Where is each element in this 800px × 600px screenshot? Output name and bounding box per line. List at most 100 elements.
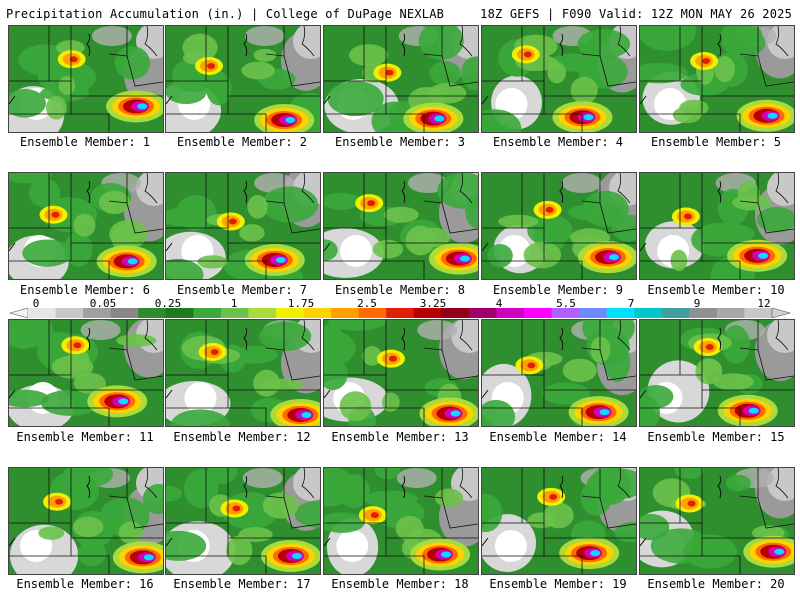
colorbar-swatch — [661, 308, 690, 318]
ensemble-member-label: Ensemble Member: 3 — [334, 135, 466, 149]
colorbar-tick-label: 12 — [757, 297, 771, 310]
ensemble-map-panel — [639, 25, 795, 133]
ensemble-map-panel — [639, 319, 795, 427]
model-valid-time: 18Z GEFS | F090 Valid: 12Z MON MAY 26 20… — [480, 7, 792, 21]
precip-map — [640, 173, 794, 279]
colorbar-swatch — [28, 308, 56, 318]
ensemble-member-label: Ensemble Member: 9 — [492, 283, 624, 297]
ensemble-map-panel — [481, 319, 637, 427]
ensemble-map-panel — [481, 25, 637, 133]
colorbar-swatch — [165, 308, 194, 318]
colorbar-swatch — [138, 308, 167, 318]
colorbar-swatch — [579, 308, 608, 318]
precip-map — [9, 468, 163, 574]
ensemble-map-panel — [165, 467, 321, 575]
colorbar-swatch — [220, 308, 249, 318]
ensemble-map-panel — [165, 25, 321, 133]
precip-map — [640, 468, 794, 574]
precip-map — [166, 173, 320, 279]
colorbar-swatch — [413, 308, 442, 318]
colorbar-swatch — [524, 308, 552, 318]
ensemble-map-panel — [639, 467, 795, 575]
colorbar-tick-label: 4 — [495, 297, 503, 310]
colorbar-tick-label: 2.5 — [357, 297, 377, 310]
ensemble-map-panel — [323, 172, 479, 280]
precip-map — [324, 26, 478, 132]
precip-map — [482, 468, 636, 574]
ensemble-map-panel — [8, 467, 164, 575]
precip-map — [324, 320, 478, 426]
ensemble-member-label: Ensemble Member: 18 — [331, 577, 469, 591]
ensemble-map-panel — [481, 172, 637, 280]
colorbar-swatch — [386, 308, 415, 318]
ensemble-member-label: Ensemble Member: 2 — [176, 135, 308, 149]
precip-map — [324, 468, 478, 574]
ensemble-member-label: Ensemble Member: 13 — [331, 430, 469, 444]
ensemble-map-panel — [323, 319, 479, 427]
ensemble-map-panel — [8, 319, 164, 427]
precip-map — [166, 468, 320, 574]
colorbar-swatch — [248, 308, 277, 318]
precip-map — [324, 173, 478, 279]
ensemble-map-panel — [639, 172, 795, 280]
colorbar-tick-label: 0.25 — [154, 297, 182, 310]
precip-map — [482, 173, 636, 279]
colorbar-swatch — [193, 308, 222, 318]
ensemble-map-panel — [165, 172, 321, 280]
colorbar-swatch — [110, 308, 139, 318]
product-title: Precipitation Accumulation (in.) | Colle… — [6, 7, 445, 21]
colorbar-max-arrow — [771, 308, 792, 318]
colorbar-min-arrow — [8, 308, 29, 318]
colorbar-swatch — [303, 308, 332, 318]
precip-map — [640, 320, 794, 426]
colorbar-tick-label: 7 — [627, 297, 635, 310]
ensemble-map-panel — [323, 467, 479, 575]
colorbar-swatch — [468, 308, 497, 318]
ensemble-member-label: Ensemble Member: 1 — [19, 135, 151, 149]
colorbar-tick-label: 1.75 — [287, 297, 315, 310]
ensemble-member-label: Ensemble Member: 15 — [647, 430, 785, 444]
ensemble-member-label: Ensemble Member: 14 — [489, 430, 627, 444]
colorbar-tick-label: 1 — [230, 297, 238, 310]
ensemble-member-label: Ensemble Member: 19 — [489, 577, 627, 591]
colorbar-tick-label: 9 — [693, 297, 701, 310]
ensemble-map-panel — [8, 25, 164, 133]
colorbar-swatch — [551, 308, 580, 318]
colorbar-labels: 0 0.05 0.25 1 1.75 2.5 3.25 4 5.5 7 9 12 — [0, 297, 800, 310]
precip-map — [9, 320, 163, 426]
colorbar — [8, 308, 792, 318]
ensemble-map-panel — [165, 319, 321, 427]
ensemble-member-label: Ensemble Member: 20 — [647, 577, 785, 591]
ensemble-member-label: Ensemble Member: 16 — [16, 577, 154, 591]
precip-map — [640, 26, 794, 132]
colorbar-swatch — [744, 308, 773, 318]
ensemble-member-label: Ensemble Member: 17 — [173, 577, 311, 591]
ensemble-member-label: Ensemble Member: 7 — [176, 283, 308, 297]
colorbar-tick-label: 3.25 — [419, 297, 447, 310]
ensemble-member-label: Ensemble Member: 11 — [16, 430, 154, 444]
precip-map — [166, 320, 320, 426]
precip-map — [9, 173, 163, 279]
colorbar-swatch — [689, 308, 718, 318]
ensemble-map-panel — [481, 467, 637, 575]
ensemble-member-label: Ensemble Member: 12 — [173, 430, 311, 444]
colorbar-tick-label: 0 — [32, 297, 40, 310]
precip-map — [482, 320, 636, 426]
colorbar-tick-label: 0.05 — [89, 297, 117, 310]
ensemble-member-label: Ensemble Member: 5 — [650, 135, 782, 149]
precip-map — [482, 26, 636, 132]
ensemble-map-panel — [8, 172, 164, 280]
colorbar-swatch — [441, 308, 470, 318]
colorbar-swatch — [55, 308, 84, 318]
colorbar-swatch — [716, 308, 745, 318]
colorbar-swatch — [331, 308, 360, 318]
ensemble-member-label: Ensemble Member: 8 — [334, 283, 466, 297]
ensemble-member-label: Ensemble Member: 10 — [647, 283, 785, 297]
ensemble-member-label: Ensemble Member: 4 — [492, 135, 624, 149]
ensemble-map-panel — [323, 25, 479, 133]
precip-map — [166, 26, 320, 132]
colorbar-swatch — [496, 308, 525, 318]
colorbar-swatch — [83, 308, 112, 318]
colorbar-swatch — [634, 308, 663, 318]
precip-map — [9, 26, 163, 132]
